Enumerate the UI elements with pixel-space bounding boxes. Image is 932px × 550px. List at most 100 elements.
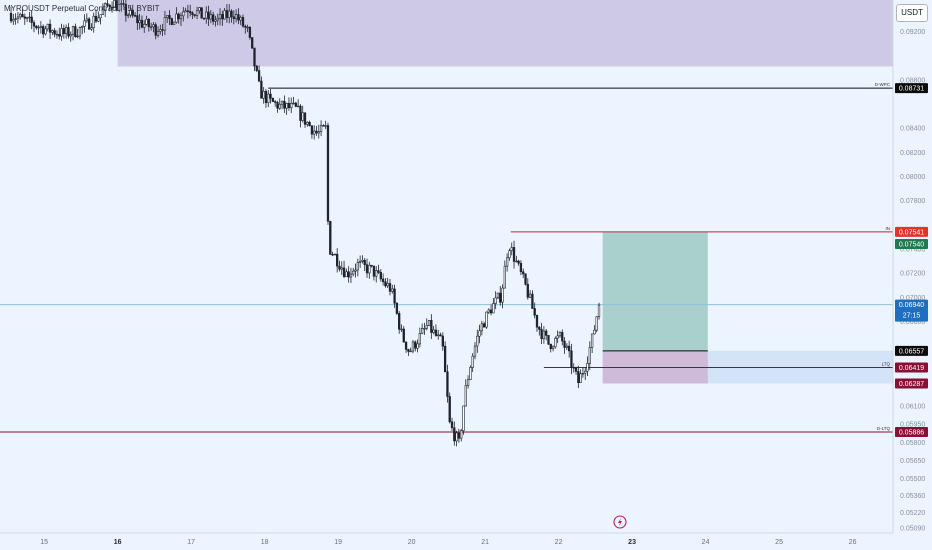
candle-body <box>205 11 208 19</box>
candle-body <box>595 316 598 331</box>
last-price-label[interactable]: 0.06940 27:15 <box>895 299 928 322</box>
last-price-label-text: 0.06940 <box>899 302 924 309</box>
candle-body <box>418 332 422 345</box>
y-tick-label: 0.05650 <box>900 458 925 465</box>
candle-body <box>584 370 587 374</box>
candle-body <box>478 330 481 337</box>
candle-body <box>228 10 231 18</box>
candle-body <box>189 11 192 14</box>
x-tick-label: 16 <box>114 539 122 546</box>
candle-body <box>393 288 396 304</box>
ltq-price-label[interactable]: 0.06419 <box>895 362 928 373</box>
candle-body <box>186 10 190 12</box>
candle-body <box>46 23 49 30</box>
candle-body <box>12 18 15 22</box>
candle-body <box>361 260 364 262</box>
candle-body <box>395 302 399 314</box>
candle-body <box>184 10 187 13</box>
candle-body <box>503 265 506 289</box>
candle-body <box>117 4 121 11</box>
position-profit-zone[interactable] <box>602 232 708 351</box>
candle-body <box>597 304 601 318</box>
lightning-stream-icon[interactable] <box>613 515 627 529</box>
currency-button[interactable]: USDT <box>896 4 928 22</box>
candle-body <box>69 34 72 37</box>
candle-body <box>416 343 419 349</box>
candle-body <box>209 14 212 20</box>
candle-body <box>152 24 155 28</box>
candle-body <box>457 432 461 439</box>
candle-body <box>262 91 265 99</box>
candle-body <box>533 308 536 316</box>
candle-body <box>430 320 433 333</box>
candle-body <box>143 24 146 28</box>
labels-layer: 0.08731 0.07541 0.07540 0.06940 27:15 0.06557… <box>895 83 928 437</box>
y-tick-label: 0.05090 <box>900 526 925 533</box>
candle-body <box>168 15 171 19</box>
candle-body <box>340 267 343 270</box>
candle-body <box>561 332 564 342</box>
time-axis-background[interactable] <box>0 533 932 550</box>
candle-body <box>60 28 63 37</box>
candle-body <box>556 335 559 339</box>
candle-body <box>483 323 486 328</box>
in-price-label-text: 0.07541 <box>899 229 924 236</box>
zones-layer <box>117 0 894 384</box>
in-price-label[interactable]: 0.07541 <box>895 226 928 237</box>
candle-body <box>345 271 348 277</box>
candle-body <box>285 102 288 109</box>
stop-price-label[interactable]: 0.06287 <box>895 378 928 389</box>
candle-body <box>372 265 376 277</box>
candle-body <box>524 273 527 285</box>
candle-body <box>16 16 20 20</box>
candle-body <box>579 373 582 383</box>
target-price-label[interactable]: 0.07540 <box>895 239 928 250</box>
candle-body <box>44 28 47 35</box>
y-tick-label: 0.08400 <box>900 126 925 133</box>
candle-body <box>485 311 488 328</box>
candle-body <box>225 10 229 18</box>
candle-body <box>563 340 566 348</box>
candle-body <box>108 5 111 8</box>
candle-body <box>558 332 562 337</box>
candle-body <box>568 345 571 352</box>
candle-body <box>106 3 109 6</box>
y-tick-label: 0.07800 <box>900 198 925 205</box>
x-tick-label: 17 <box>187 539 195 546</box>
candle-body <box>149 26 153 28</box>
supply-zone[interactable] <box>117 0 894 67</box>
candle-body <box>388 283 392 292</box>
candle-body <box>264 91 268 104</box>
entry-price-label[interactable]: 0.06557 <box>895 345 928 356</box>
candle-body <box>349 273 353 278</box>
candle-body <box>377 270 380 273</box>
candle-body <box>450 421 454 429</box>
candle-body <box>166 15 169 18</box>
candle-body <box>551 346 555 350</box>
candle-body <box>296 105 300 108</box>
candle-body <box>175 13 178 23</box>
candle-body <box>421 328 424 334</box>
candle-body <box>138 19 141 24</box>
y-tick-label: 0.07000 <box>900 295 925 302</box>
candle-body <box>308 121 311 127</box>
x-tick-label: 22 <box>555 539 563 546</box>
candle-body <box>290 102 293 109</box>
countdown-text: 27:15 <box>903 313 921 320</box>
y-tick-label: 0.09200 <box>900 29 925 36</box>
candle-body <box>522 271 525 275</box>
y-tick-label: 0.08800 <box>900 77 925 84</box>
symbol-title[interactable]: MYROUSDT Perpetual Contract, 45, BYBIT <box>4 4 160 13</box>
d-wpc-price-label[interactable]: 0.08731 <box>895 83 928 94</box>
candle-body <box>124 3 128 16</box>
d-ltq-price-label[interactable]: 0.05886 <box>895 426 928 437</box>
candle-body <box>294 102 297 107</box>
candle-body <box>512 247 516 262</box>
candle-body <box>207 11 210 20</box>
candle-body <box>278 103 281 109</box>
candle-body <box>81 26 84 28</box>
candle-body <box>64 27 68 34</box>
candle-body <box>214 19 217 22</box>
candle-body <box>549 343 552 350</box>
